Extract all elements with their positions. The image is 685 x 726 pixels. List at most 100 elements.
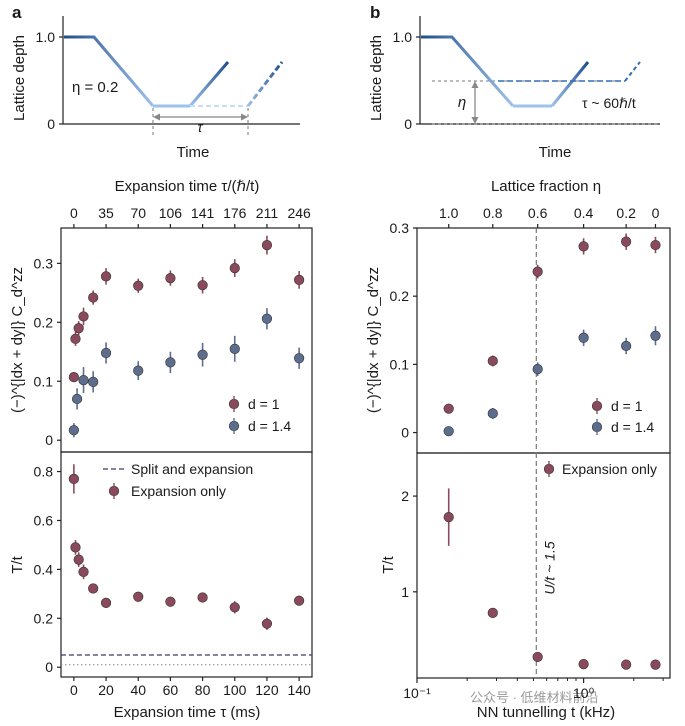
- schematic-a-ramp-up-delayed: [246, 61, 284, 107]
- b-upper-legend-label: d = 1.4: [611, 419, 654, 435]
- a-upper-s1-point: [197, 349, 208, 360]
- a-upper-top-xlabel: Expansion time τ/(ℏ/t): [115, 178, 260, 195]
- b-lower-legend-label: Expansion only: [562, 461, 657, 477]
- a-lower-xtick-label: 40: [130, 682, 146, 698]
- a-lower-s0-point: [261, 618, 273, 629]
- a-lower-s0-point: [100, 597, 112, 608]
- b-lower-s0-point: [650, 659, 661, 670]
- a-upper-toptick-label: 211: [256, 205, 279, 221]
- b-upper-top-xlabel: Lattice fraction η: [491, 178, 601, 195]
- b-upper-s0-point: [443, 403, 454, 414]
- a-lower-ytick-label: 0.4: [34, 561, 54, 577]
- schematic-b-ylabel: Lattice depth: [368, 35, 385, 121]
- b-upper-toptick-label: 0.6: [528, 205, 548, 221]
- b-lower-s0-point: [578, 659, 589, 670]
- a-upper-s1-point: [71, 393, 83, 405]
- b-lower-ytick-label: 2: [401, 488, 409, 504]
- a-upper-s0-point: [70, 333, 81, 344]
- a-upper-s1-point: [100, 347, 112, 359]
- a-lower-ytick-label: 0.6: [34, 512, 54, 528]
- a-upper-toptick-label: 106: [159, 205, 183, 221]
- b-upper-legend-label: d = 1: [611, 398, 643, 414]
- schematic-a-eta: η = 0.2: [72, 79, 118, 96]
- a-upper-s1-point: [229, 343, 240, 354]
- a-upper-toptick-label: 35: [98, 205, 114, 221]
- a-lower-s0-point: [88, 583, 99, 594]
- b-lower-xlabel: NN tunnelling t (kHz): [477, 704, 615, 721]
- b-upper-toptick-label: 1.0: [439, 205, 459, 221]
- schematic-a-ytick-0: 0: [47, 116, 55, 132]
- b-upper-s0-point: [621, 236, 632, 247]
- a-upper-s1-point: [165, 357, 176, 368]
- schematic-b-ytick-0: 0: [404, 116, 412, 132]
- a-upper-s0-point: [229, 262, 240, 274]
- a-upper-s0-point: [78, 311, 89, 322]
- a-lower-frame: [60, 451, 313, 678]
- schematic-b: 1.0 0 Lattice depth Time η τ ~ 60ℏ/t: [368, 16, 660, 161]
- a-upper-ytick-label: 0: [45, 432, 53, 448]
- b-lower-ytick-label: 1: [401, 584, 409, 600]
- a-upper-s0-point: [133, 280, 144, 291]
- b-upper-toptick-label: 0.4: [574, 205, 594, 221]
- schematic-a: 1.0 0 Lattice depth Time τ η = 0.2: [11, 16, 300, 161]
- a-lower-s0-point: [133, 591, 144, 602]
- b-upper-s1-point: [621, 340, 632, 352]
- b-upper-s1-point: [487, 408, 498, 419]
- b-upper-s1-point: [650, 330, 661, 341]
- a-lower-s0-point: [68, 473, 79, 485]
- a-lower-s0-point: [78, 566, 89, 577]
- a-upper-s0-point: [68, 372, 79, 383]
- schematic-b-xlabel: Time: [539, 144, 572, 161]
- schematic-b-eta: η: [458, 94, 466, 111]
- b-upper-ylabel: (−)^{|dx + dy|} C_d^zz: [365, 267, 382, 413]
- b-upper-toptick-label: 0.8: [483, 205, 503, 221]
- b-upper-s0-point: [578, 241, 589, 252]
- schematic-a-tau: τ: [197, 119, 203, 135]
- b-upper-ytick-label: 0.2: [390, 288, 410, 304]
- b-lower-s0-point: [621, 659, 632, 670]
- a-lower-ytick-label: 0: [45, 659, 53, 675]
- b-upper-toptick-label: 0.2: [616, 205, 636, 221]
- b-lower-s0-point: [532, 651, 543, 663]
- panel-b-letter: b: [370, 3, 380, 22]
- schematic-a-ramp-up: [188, 61, 230, 107]
- b-lower-vline-label: U/t ~ 1.5: [541, 541, 557, 595]
- b-lower-ylabel: T/t: [380, 555, 397, 573]
- a-lower-s0-point: [197, 592, 208, 603]
- a-upper-s0-point: [165, 273, 176, 284]
- a-upper-ytick-label: 0.1: [34, 373, 54, 389]
- a-upper-toptick-label: 141: [191, 205, 215, 221]
- a-upper-ytick-label: 0.3: [34, 255, 54, 271]
- a-lower-s0-point: [229, 602, 240, 613]
- schematic-b-ytick-1: 1.0: [393, 29, 413, 45]
- schematic-b-ramp-up: [550, 61, 590, 107]
- b-lower-xtick-label: 10⁻¹: [403, 685, 431, 701]
- schematic-a-ramp-down: [64, 35, 155, 107]
- a-upper-s0-point: [197, 280, 208, 291]
- a-upper-ylabel: (−)^{|dx + dy|} C_d^zz: [9, 267, 26, 413]
- watermark: 公众号 · 低维材料前沿: [470, 690, 599, 705]
- a-lower-legend-label: Expansion only: [131, 483, 226, 499]
- chart-marks: 0 35 70 106 141 176 211 246 0 0.1 0.2 0.3 d = 1 d = 1…: [34, 205, 664, 701]
- a-upper-s1-point: [261, 313, 273, 324]
- a-upper-s1-point: [68, 425, 79, 436]
- b-upper-ytick-label: 0.1: [390, 356, 410, 372]
- a-upper-s0-point: [73, 323, 84, 334]
- a-upper-s1-point: [133, 365, 144, 376]
- b-lower-frame: [416, 452, 671, 679]
- a-upper-legend-label: d = 1: [248, 396, 280, 412]
- a-lower-xtick-label: 80: [195, 682, 211, 698]
- a-lower-s0-point: [294, 595, 305, 606]
- panel-a-letter: a: [12, 3, 22, 22]
- b-upper-s1-point: [443, 426, 454, 437]
- b-lower-s0-point: [443, 512, 454, 523]
- a-lower-xtick-label: 20: [98, 682, 114, 698]
- a-upper-s1-point: [78, 374, 89, 386]
- a-lower-legend-label: Split and expansion: [131, 461, 253, 477]
- a-lower-s0-point: [165, 596, 176, 607]
- a-lower-s0-point: [73, 554, 84, 565]
- schematic-b-ramp-down: [421, 35, 515, 107]
- schematic-a-ylabel: Lattice depth: [11, 35, 28, 121]
- a-upper-s0-point: [88, 292, 99, 303]
- a-upper-toptick-label: 246: [287, 205, 311, 221]
